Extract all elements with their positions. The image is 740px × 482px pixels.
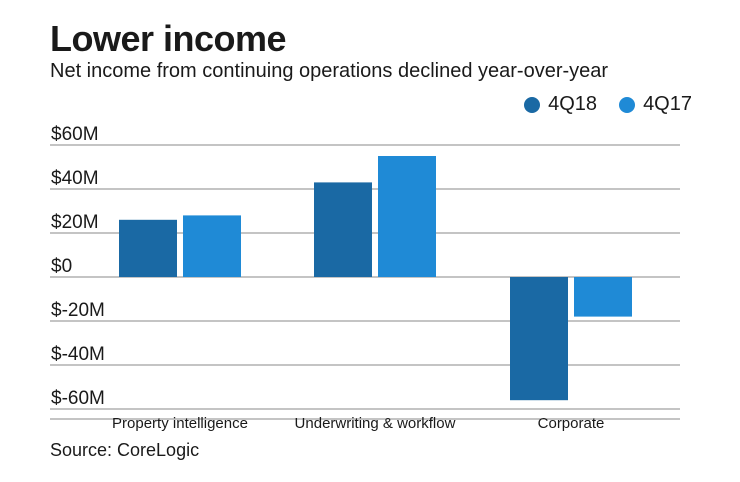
y-tick-label-40m: $40M	[51, 168, 99, 189]
chart-title: Lower income	[50, 18, 287, 59]
chart-subtitle: Net income from continuing operations de…	[50, 60, 609, 82]
legend-label-4q17: 4Q17	[643, 93, 692, 115]
x-tick-label-property-intelligence: Property intelligence	[112, 415, 248, 432]
x-tick-label-underwriting-workflow: Underwriting & workflow	[295, 415, 456, 432]
legend: 4Q18 4Q17	[502, 93, 692, 116]
y-tick-label-20m: $-20M	[51, 300, 105, 321]
source-note: Source: CoreLogic	[50, 440, 200, 460]
y-tick-label-60m: $60M	[51, 124, 99, 145]
bar-4q17-underwriting-workflow	[378, 156, 436, 277]
y-tick-label-20m: $20M	[51, 212, 99, 233]
y-tick-label-40m: $-40M	[51, 344, 105, 365]
y-tick-label-60m: $-60M	[51, 388, 105, 409]
bar-4q17-corporate	[574, 277, 632, 317]
y-tick-label-0: $0	[51, 256, 72, 277]
legend-swatch-4q17	[619, 96, 636, 113]
bar-4q18-property-intelligence	[119, 219, 177, 277]
x-tick-label-corporate: Corporate	[538, 415, 605, 432]
bar-4q17-property-intelligence	[183, 215, 241, 277]
bar-4q18-corporate	[510, 277, 568, 401]
legend-item-4q17: 4Q17	[619, 93, 692, 116]
legend-item-4q18: 4Q18	[524, 93, 597, 116]
legend-swatch-4q18	[524, 96, 541, 113]
bar-4q18-underwriting-workflow	[314, 182, 372, 277]
legend-label-4q18: 4Q18	[548, 93, 598, 115]
